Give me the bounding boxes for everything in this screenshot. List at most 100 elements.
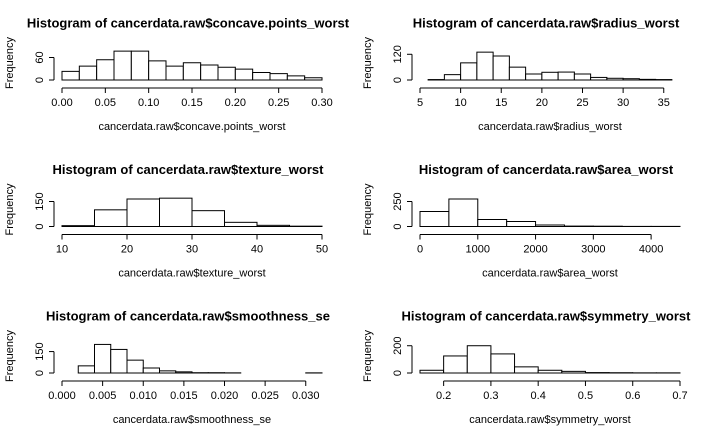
x-tick-label: 2000 — [523, 243, 547, 255]
y-tick-label: 0 — [34, 370, 46, 376]
bar — [224, 221, 258, 227]
x-axis-label: cancerdata.raw$texture_worst — [118, 267, 265, 279]
chart-title: Histogram of cancerdata.raw$smoothness_s… — [46, 308, 330, 323]
x-tick-label: 5 — [417, 97, 423, 109]
bar — [535, 224, 565, 227]
bar — [96, 59, 115, 81]
bar — [200, 64, 219, 81]
bar — [191, 210, 225, 228]
y-axis-label: Frequency — [4, 183, 16, 235]
bar — [490, 353, 516, 374]
chart-title: Histogram of cancerdata.raw$texture_wors… — [53, 162, 325, 177]
bar — [606, 77, 624, 81]
x-tick-label: 30 — [186, 243, 198, 255]
bar — [557, 71, 575, 81]
bar — [252, 72, 271, 81]
y-tick-label: 0 — [392, 223, 404, 229]
x-tick-label: 4000 — [639, 243, 663, 255]
bar — [175, 371, 193, 374]
bar — [460, 62, 478, 81]
x-tick-label: 35 — [658, 97, 670, 109]
bar — [217, 66, 236, 81]
x-tick-label: 20 — [536, 97, 548, 109]
bar — [492, 55, 510, 81]
x-axis-label: cancerdata.raw$symmetry_worst — [469, 414, 630, 426]
x-tick-label: 25 — [576, 97, 588, 109]
x-axis-label: cancerdata.raw$radius_worst — [478, 121, 622, 133]
bar — [622, 78, 640, 81]
bar — [590, 76, 608, 81]
y-tick-label: 0 — [34, 223, 46, 229]
y-tick-label: 120 — [392, 45, 404, 63]
bar — [182, 62, 202, 81]
bar — [525, 73, 543, 81]
bar — [514, 366, 539, 374]
bar — [126, 198, 160, 227]
x-tick-label: 0.30 — [311, 97, 332, 109]
bar — [61, 225, 95, 228]
x-tick-label: 50 — [316, 243, 328, 255]
bar — [126, 359, 144, 374]
x-tick-label: 0.015 — [170, 390, 198, 402]
y-tick-label: 200 — [392, 337, 404, 355]
bar — [561, 370, 586, 374]
x-tick-label: 0.20 — [225, 97, 246, 109]
x-tick-label: 0.005 — [89, 390, 117, 402]
chart-title: Histogram of cancerdata.raw$concave.poin… — [27, 15, 350, 30]
bar — [448, 198, 479, 227]
y-tick-label: 0 — [34, 77, 46, 83]
x-tick-label: 0.025 — [251, 390, 279, 402]
bar — [110, 348, 128, 374]
x-tick-label: 0.05 — [95, 97, 116, 109]
x-tick-label: 0.15 — [181, 97, 202, 109]
bar — [466, 345, 492, 374]
y-tick-label: 0 — [392, 370, 404, 376]
y-axis-label: Frequency — [362, 183, 374, 235]
bar — [443, 74, 462, 81]
x-tick-label: 0.030 — [292, 390, 320, 402]
x-tick-label: 0.7 — [672, 390, 687, 402]
bar — [148, 60, 167, 81]
bar — [443, 355, 468, 374]
bar — [506, 221, 537, 227]
y-tick-label: 250 — [392, 192, 404, 210]
y-axis-label: Frequency — [4, 37, 16, 89]
y-axis-label: Frequency — [362, 330, 374, 382]
chart-title: Histogram of cancerdata.raw$symmetry_wor… — [401, 308, 691, 323]
bar — [537, 369, 563, 374]
x-tick-label: 0.10 — [138, 97, 159, 109]
bar — [159, 370, 177, 374]
x-tick-label: 0.6 — [625, 390, 640, 402]
bar — [130, 50, 150, 81]
y-tick-label: 0 — [392, 77, 404, 83]
y-tick-label: 150 — [34, 342, 46, 360]
y-axis-label: Frequency — [362, 37, 374, 89]
x-tick-label: 0.3 — [483, 390, 498, 402]
bar — [234, 68, 254, 81]
x-tick-label: 10 — [56, 243, 68, 255]
bar — [304, 77, 323, 81]
x-axis-label: cancerdata.raw$area_worst — [482, 267, 618, 279]
bar — [94, 343, 112, 374]
bar — [159, 197, 193, 228]
y-axis-label: Frequency — [4, 330, 16, 382]
x-tick-label: 15 — [495, 97, 507, 109]
bar — [77, 365, 95, 374]
chart-title: Histogram of cancerdata.raw$radius_worst — [413, 15, 680, 30]
x-tick-label: 40 — [251, 243, 263, 255]
x-tick-label: 0.000 — [48, 390, 76, 402]
x-tick-label: 10 — [455, 97, 467, 109]
bar — [165, 65, 184, 81]
bar — [269, 73, 288, 81]
bar — [419, 211, 450, 227]
bar — [78, 65, 98, 81]
x-tick-label: 20 — [121, 243, 133, 255]
x-tick-label: 0.4 — [531, 390, 546, 402]
chart-title: Histogram of cancerdata.raw$area_worst — [419, 162, 674, 177]
bar — [541, 71, 559, 81]
bar — [142, 367, 160, 374]
bar — [573, 73, 592, 81]
x-tick-label: 30 — [617, 97, 629, 109]
bar — [477, 219, 508, 227]
